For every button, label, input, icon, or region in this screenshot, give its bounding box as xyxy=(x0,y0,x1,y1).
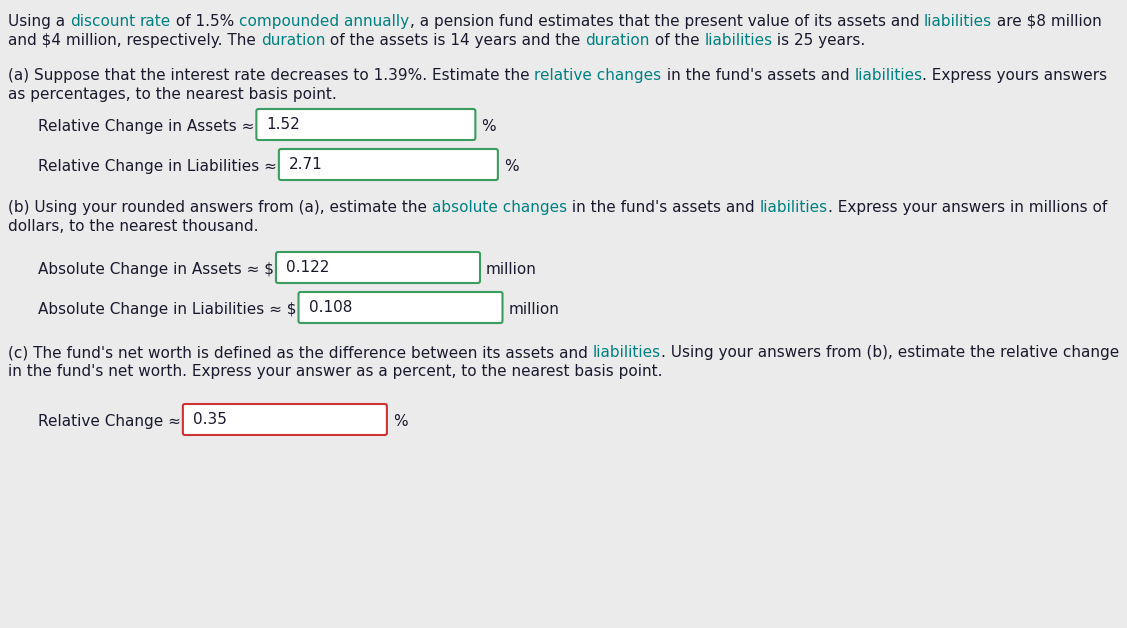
Text: (b) Using your rounded answers from (a), estimate the: (b) Using your rounded answers from (a),… xyxy=(8,200,432,215)
Text: (a) Suppose that the interest rate decreases to 1.39%. Estimate the: (a) Suppose that the interest rate decre… xyxy=(8,68,534,83)
Text: . Express your answers in millions of: . Express your answers in millions of xyxy=(827,200,1107,215)
Text: , a pension fund estimates that the present value of its assets and: , a pension fund estimates that the pres… xyxy=(409,14,924,29)
Text: liabilities: liabilities xyxy=(760,200,827,215)
Text: relative changes: relative changes xyxy=(534,68,662,83)
Text: Using a: Using a xyxy=(8,14,70,29)
Text: in the fund's net worth. Express your answer as a percent, to the nearest basis : in the fund's net worth. Express your an… xyxy=(8,364,663,379)
Text: Relative Change in Liabilities ≈: Relative Change in Liabilities ≈ xyxy=(38,159,277,174)
Text: Absolute Change in Liabilities ≈ $: Absolute Change in Liabilities ≈ $ xyxy=(38,302,296,317)
FancyBboxPatch shape xyxy=(299,292,503,323)
Text: liabilities: liabilities xyxy=(593,345,660,360)
Text: (c) The fund's net worth is defined as the difference between its assets and: (c) The fund's net worth is defined as t… xyxy=(8,345,593,360)
Text: duration: duration xyxy=(585,33,650,48)
Text: Absolute Change in Assets ≈ $: Absolute Change in Assets ≈ $ xyxy=(38,262,274,277)
Text: discount: discount xyxy=(70,14,135,29)
Text: is 25 years.: is 25 years. xyxy=(772,33,866,48)
Text: of the assets is 14 years and the: of the assets is 14 years and the xyxy=(325,33,585,48)
FancyBboxPatch shape xyxy=(278,149,498,180)
Text: million: million xyxy=(508,302,559,317)
Text: as percentages, to the nearest basis point.: as percentages, to the nearest basis poi… xyxy=(8,87,337,102)
Text: liabilities: liabilities xyxy=(854,68,922,83)
Text: 0.35: 0.35 xyxy=(193,412,227,427)
Text: 2.71: 2.71 xyxy=(289,157,322,172)
Text: %: % xyxy=(481,119,496,134)
Text: 0.108: 0.108 xyxy=(309,300,352,315)
Text: in the fund's assets and: in the fund's assets and xyxy=(662,68,854,83)
Text: of 1.5%: of 1.5% xyxy=(171,14,239,29)
Text: rate: rate xyxy=(140,14,171,29)
Text: and $4 million, respectively. The: and $4 million, respectively. The xyxy=(8,33,260,48)
FancyBboxPatch shape xyxy=(183,404,387,435)
FancyBboxPatch shape xyxy=(256,109,476,140)
Text: 1.52: 1.52 xyxy=(266,117,300,132)
Text: absolute changes: absolute changes xyxy=(432,200,567,215)
Text: . Using your answers from (b), estimate the relative change: . Using your answers from (b), estimate … xyxy=(660,345,1119,360)
Text: duration: duration xyxy=(260,33,325,48)
Text: dollars, to the nearest thousand.: dollars, to the nearest thousand. xyxy=(8,219,258,234)
Text: compounded annually: compounded annually xyxy=(239,14,409,29)
Text: 0.122: 0.122 xyxy=(286,260,329,275)
Text: liabilities: liabilities xyxy=(924,14,992,29)
Text: in the fund's assets and: in the fund's assets and xyxy=(567,200,760,215)
Text: of the: of the xyxy=(650,33,704,48)
Text: are $8 million: are $8 million xyxy=(992,14,1102,29)
Text: Relative Change ≈: Relative Change ≈ xyxy=(38,414,180,429)
Text: million: million xyxy=(486,262,536,277)
Text: Relative Change in Assets ≈: Relative Change in Assets ≈ xyxy=(38,119,255,134)
Text: %: % xyxy=(504,159,518,174)
Text: . Express yours answers: . Express yours answers xyxy=(922,68,1108,83)
Text: %: % xyxy=(393,414,408,429)
Text: liabilities: liabilities xyxy=(704,33,772,48)
FancyBboxPatch shape xyxy=(276,252,480,283)
